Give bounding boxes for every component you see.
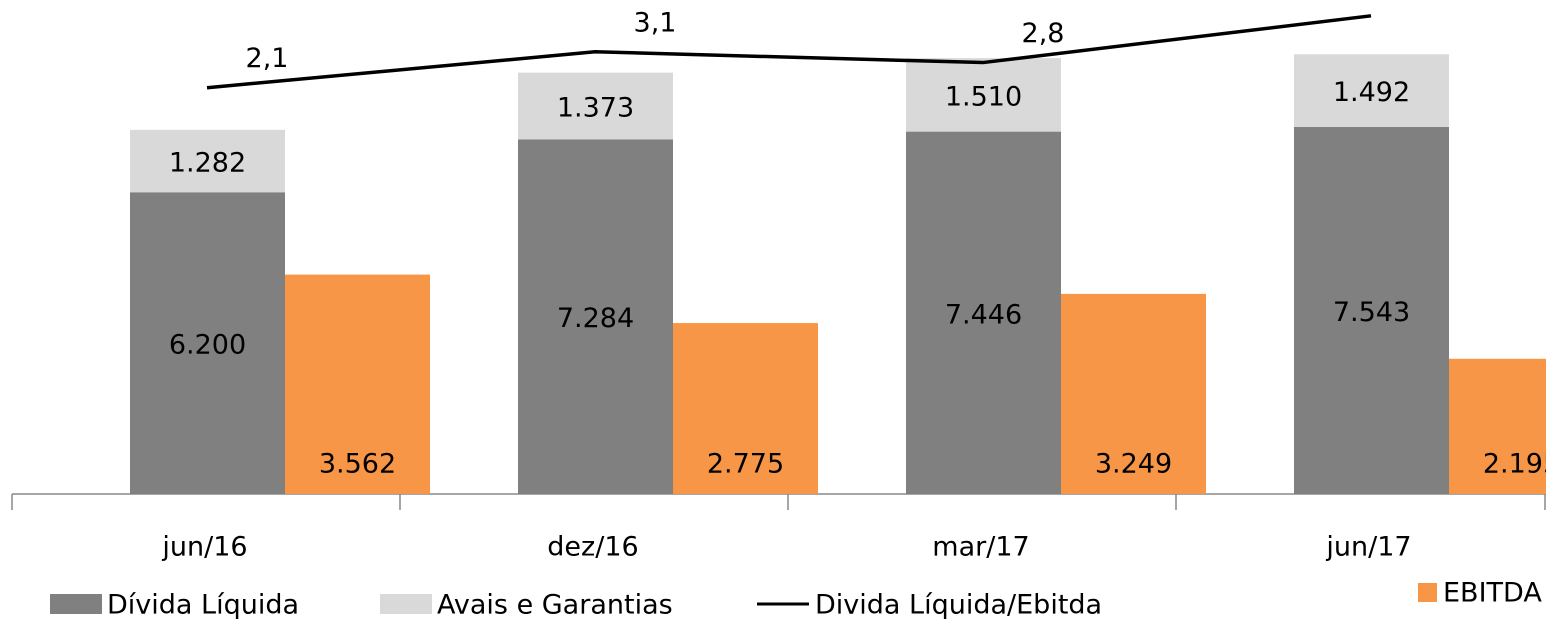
legend-marker — [50, 594, 102, 614]
data-label: 7.543 — [1333, 297, 1410, 328]
bar — [1294, 54, 1449, 127]
bar — [518, 139, 673, 494]
bar — [673, 323, 818, 494]
x-tick-label: mar/17 — [932, 532, 1029, 563]
legend-label: EBITDA 12 meses — [1443, 578, 1546, 609]
legend-label: Dívida Líquida — [107, 590, 299, 619]
data-label: 1.373 — [557, 93, 634, 124]
x-tick-label: jun/16 — [161, 532, 247, 563]
bar — [906, 58, 1061, 132]
data-label: 6.200 — [169, 330, 246, 361]
bar — [518, 72, 673, 140]
data-label: 2,8 — [1022, 18, 1065, 49]
data-label: 2.195 — [1483, 449, 1546, 480]
legend-label: Divida Líquida/Ebitda — [815, 590, 1102, 619]
data-label: 3.562 — [319, 449, 396, 480]
bar — [1294, 126, 1449, 494]
data-label: 2,1 — [246, 43, 289, 74]
x-tick-label: jun/17 — [1325, 532, 1411, 563]
data-label: 4,1 — [1410, 0, 1453, 2]
data-label: 2.775 — [707, 449, 784, 480]
bar — [130, 129, 285, 193]
data-label: 7.446 — [945, 299, 1022, 330]
bar — [906, 131, 1061, 494]
bar — [130, 192, 285, 494]
data-label: 1.492 — [1333, 77, 1410, 108]
data-label: 1.510 — [945, 81, 1022, 112]
bar — [285, 274, 430, 494]
bar — [1449, 358, 1546, 494]
data-label: 3,1 — [634, 7, 677, 38]
line — [206, 14, 1372, 90]
data-label: 3.249 — [1095, 449, 1172, 480]
x-tick-label: dez/16 — [547, 532, 638, 563]
bar — [1061, 293, 1206, 494]
legend-label: Avais e Garantias — [437, 590, 673, 619]
data-label: 7.284 — [557, 303, 634, 334]
legend-marker — [380, 594, 432, 614]
legend-marker — [1418, 583, 1437, 602]
data-label: 1.282 — [169, 148, 246, 179]
